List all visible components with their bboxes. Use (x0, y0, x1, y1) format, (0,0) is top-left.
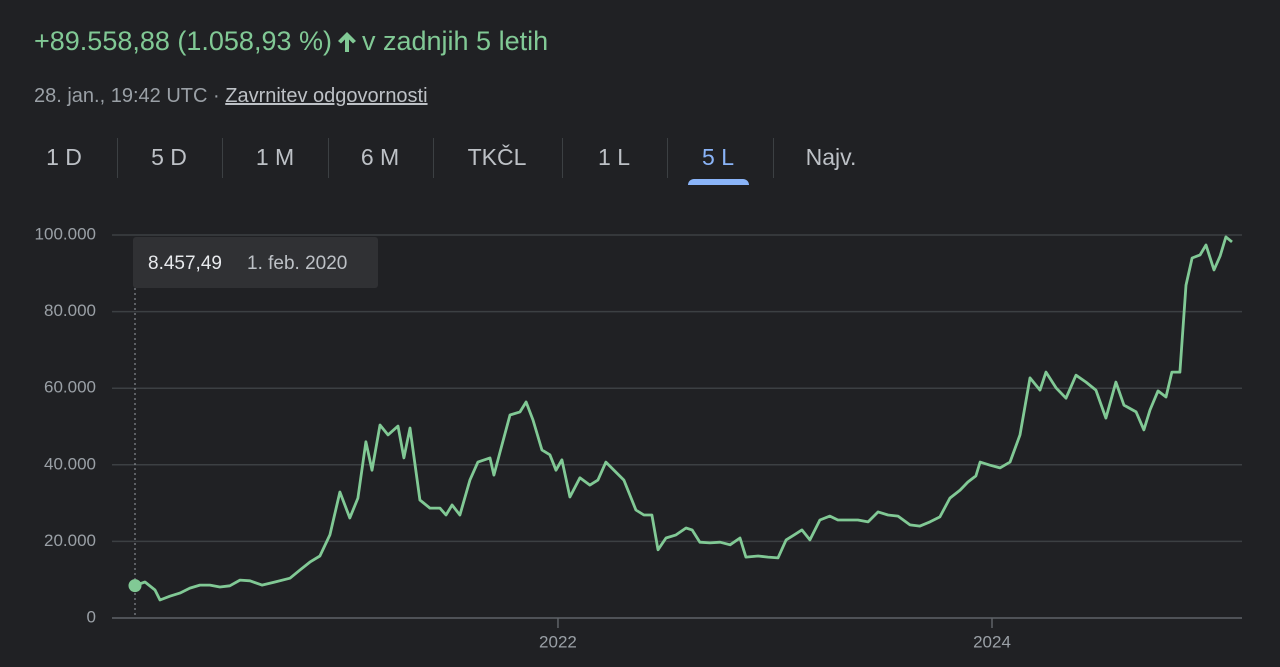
tab-separator (667, 138, 668, 178)
range-tab[interactable]: 1 M (255, 144, 295, 170)
tooltip: 8.457,49 1. feb. 2020 (133, 237, 378, 288)
price-line (134, 235, 1233, 602)
hover-dot (128, 579, 142, 593)
timestamp: 28. jan., 19:42 UTC (34, 85, 208, 107)
tooltip-date: 1. feb. 2020 (247, 253, 347, 274)
tab-separator (117, 138, 118, 178)
tooltip-box (133, 237, 378, 288)
selected-indicator (688, 179, 749, 185)
range-tabs: 1 D 5 D 1 M 6 M TKČL 1 L 5 L Najv. (0, 136, 900, 186)
tab-separator (773, 138, 774, 178)
tab-separator (328, 138, 329, 178)
x-tick-label: 2022 (539, 632, 577, 651)
range-tab[interactable]: 5 L (702, 144, 734, 170)
y-tick-label: 20.000 (44, 531, 96, 550)
range-tab[interactable]: TKČL (467, 144, 527, 170)
subline: 28. jan., 19:42 UTC · Zavrnitev odgovorn… (34, 85, 428, 108)
x-tick-label: 2024 (973, 632, 1011, 651)
range-tab[interactable]: 1 D (46, 144, 82, 170)
change-text: +89.558,88 (1.058,93 %) (34, 26, 332, 56)
y-tick-label: 60.000 (44, 378, 96, 397)
y-tick-label: 80.000 (44, 301, 96, 320)
y-tick-label: 100.000 (35, 224, 96, 243)
price-change: +89.558,88 (1.058,93 %) v zadnjih 5 leti… (34, 26, 548, 57)
separator: · (213, 85, 220, 107)
tab-separator (562, 138, 563, 178)
range-tab[interactable]: 5 D (151, 144, 187, 170)
range-tab[interactable]: Najv. (805, 144, 857, 170)
tab-separator (222, 138, 223, 178)
y-tick-label: 0 (87, 607, 96, 626)
range-tab[interactable]: 1 L (598, 144, 630, 170)
range-tab[interactable]: 6 M (360, 144, 400, 170)
y-tick-label: 40.000 (44, 454, 96, 473)
disclaimer-link[interactable]: Zavrnitev odgovornosti (225, 85, 428, 107)
up-arrow (337, 31, 356, 52)
tab-separator (433, 138, 434, 178)
period-text: v zadnjih 5 letih (361, 26, 549, 56)
tooltip-value: 8.457,49 (148, 253, 222, 274)
